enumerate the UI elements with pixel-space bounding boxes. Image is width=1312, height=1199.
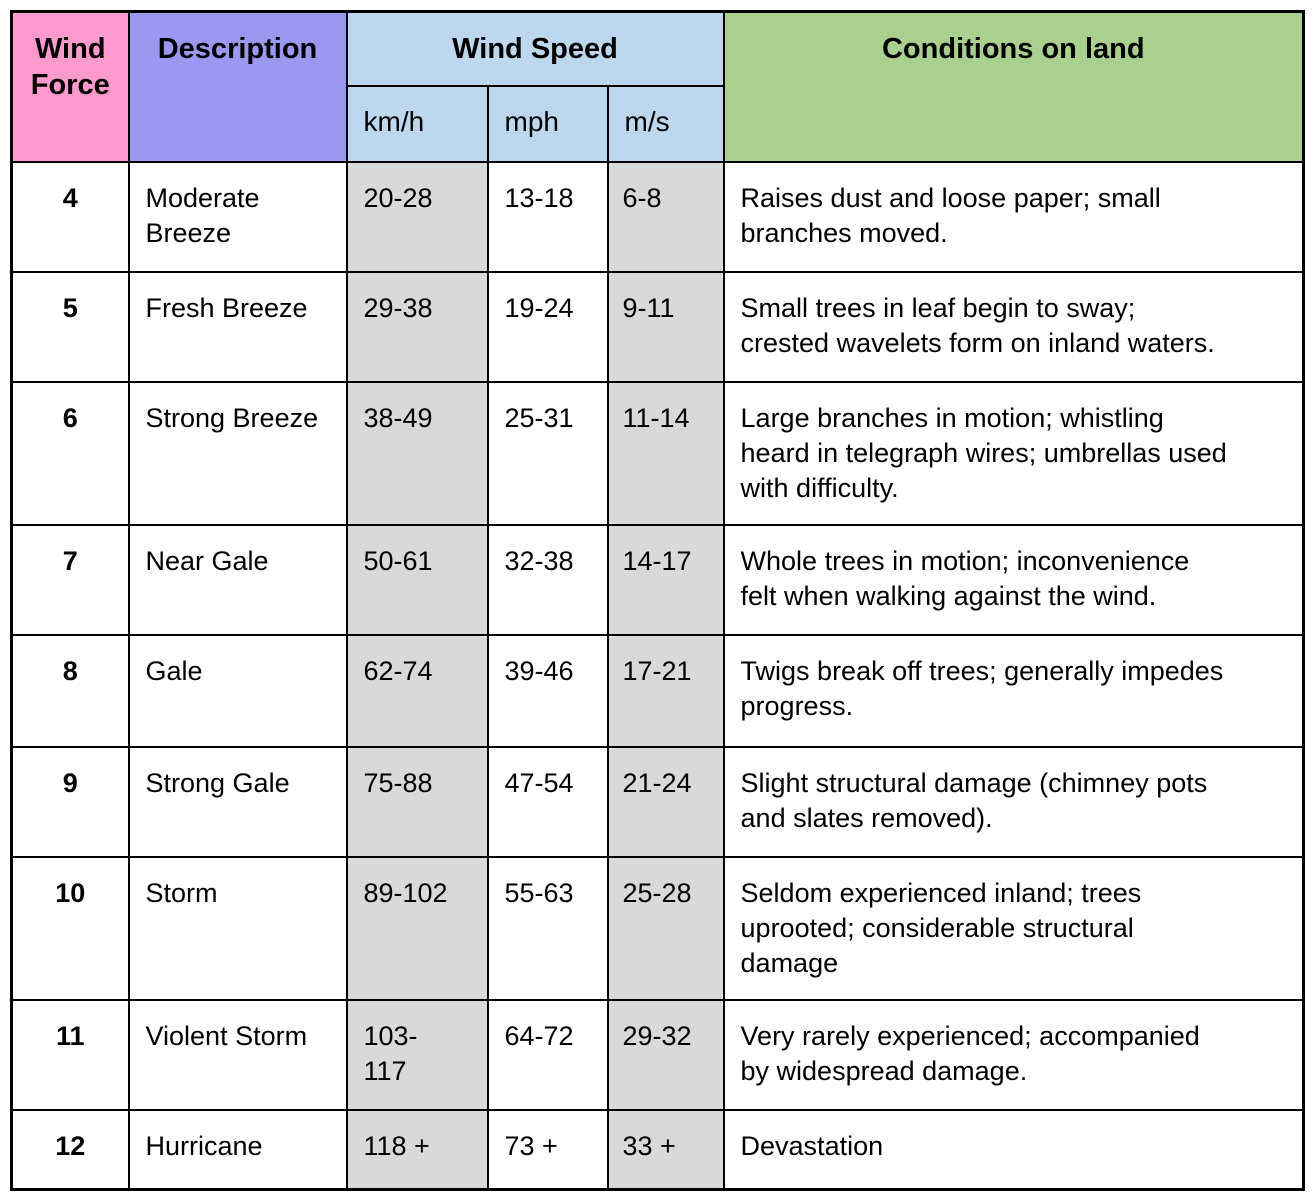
header-description: Description [127, 10, 348, 163]
mph-cell: 19-24 [486, 270, 609, 383]
wind-force-cell: 8 [10, 633, 130, 748]
conditions-cell: Slight structural damage (chimney pots a… [722, 745, 1305, 858]
mph-cell: 25-31 [486, 380, 609, 526]
kmh-cell: 75-88 [345, 745, 489, 858]
conditions-cell: Whole trees in motion; inconvenience fel… [722, 523, 1305, 636]
header-wind-force: Wind Force [10, 10, 130, 163]
description-cell: Strong Gale [127, 745, 348, 858]
table-row: 7 Near Gale 50-61 32-38 14-17 Whole tree… [10, 523, 1305, 636]
table-row: 11 Violent Storm 103- 117 64-72 29-32 Ve… [10, 998, 1305, 1111]
mph-cell: 32-38 [486, 523, 609, 636]
wind-force-cell: 5 [10, 270, 130, 383]
ms-cell: 25-28 [606, 855, 725, 1001]
ms-cell: 14-17 [606, 523, 725, 636]
wind-force-cell: 9 [10, 745, 130, 858]
wind-force-cell: 6 [10, 380, 130, 526]
header-wind-speed: Wind Speed [345, 10, 725, 87]
ms-cell: 17-21 [606, 633, 725, 748]
ms-cell: 29-32 [606, 998, 725, 1111]
description-cell: Moderate Breeze [127, 160, 348, 273]
description-cell: Gale [127, 633, 348, 748]
mph-cell: 13-18 [486, 160, 609, 273]
mph-cell: 64-72 [486, 998, 609, 1111]
conditions-cell: Large branches in motion; whistling hear… [722, 380, 1305, 526]
kmh-cell: 20-28 [345, 160, 489, 273]
kmh-cell: 29-38 [345, 270, 489, 383]
header-conditions: Conditions on land [722, 10, 1305, 163]
ms-cell: 9-11 [606, 270, 725, 383]
kmh-cell: 38-49 [345, 380, 489, 526]
description-cell: Near Gale [127, 523, 348, 636]
description-cell: Storm [127, 855, 348, 1001]
mph-cell: 73 + [486, 1108, 609, 1191]
conditions-cell: Very rarely experienced; accompanied by … [722, 998, 1305, 1111]
wind-force-cell: 11 [10, 998, 130, 1111]
table-row: 12 Hurricane 118 + 73 + 33 + Devastation [10, 1108, 1305, 1191]
description-cell: Hurricane [127, 1108, 348, 1191]
kmh-cell: 118 + [345, 1108, 489, 1191]
ms-cell: 6-8 [606, 160, 725, 273]
wind-force-cell: 10 [10, 855, 130, 1001]
beaufort-scale-table: Wind Force Description Wind Speed Condit… [10, 10, 1306, 1191]
wind-force-cell: 4 [10, 160, 130, 273]
table-row: 8 Gale 62-74 39-46 17-21 Twigs break off… [10, 633, 1305, 748]
conditions-cell: Small trees in leaf begin to sway; crest… [722, 270, 1305, 383]
table-row: 4 Moderate Breeze 20-28 13-18 6-8 Raises… [10, 160, 1305, 273]
table-row: 6 Strong Breeze 38-49 25-31 11-14 Large … [10, 380, 1305, 526]
mph-cell: 47-54 [486, 745, 609, 858]
kmh-cell: 62-74 [345, 633, 489, 748]
description-cell: Fresh Breeze [127, 270, 348, 383]
header-row-units: km/h mph m/s [12, 84, 1304, 163]
kmh-cell: 89-102 [345, 855, 489, 1001]
unit-mph: mph [486, 84, 609, 163]
ms-cell: 33 + [606, 1108, 725, 1191]
kmh-cell: 50-61 [345, 523, 489, 636]
conditions-cell: Seldom experienced inland; trees uproote… [722, 855, 1305, 1001]
description-cell: Violent Storm [127, 998, 348, 1111]
table-row: 10 Storm 89-102 55-63 25-28 Seldom exper… [10, 855, 1305, 1001]
ms-cell: 11-14 [606, 380, 725, 526]
conditions-cell: Devastation [722, 1108, 1305, 1191]
mph-cell: 39-46 [486, 633, 609, 748]
ms-cell: 21-24 [606, 745, 725, 858]
unit-kmh: km/h [345, 84, 489, 163]
conditions-cell: Raises dust and loose paper; small branc… [722, 160, 1305, 273]
unit-ms: m/s [606, 84, 725, 163]
wind-force-cell: 7 [10, 523, 130, 636]
kmh-cell: 103- 117 [345, 998, 489, 1111]
table-row: 9 Strong Gale 75-88 47-54 21-24 Slight s… [10, 745, 1305, 858]
header-row-primary: Wind Force Description Wind Speed Condit… [10, 10, 1305, 163]
table-row: 5 Fresh Breeze 29-38 19-24 9-11 Small tr… [10, 270, 1305, 383]
mph-cell: 55-63 [486, 855, 609, 1001]
wind-force-cell: 12 [10, 1108, 130, 1191]
conditions-cell: Twigs break off trees; generally impedes… [722, 633, 1305, 748]
description-cell: Strong Breeze [127, 380, 348, 526]
